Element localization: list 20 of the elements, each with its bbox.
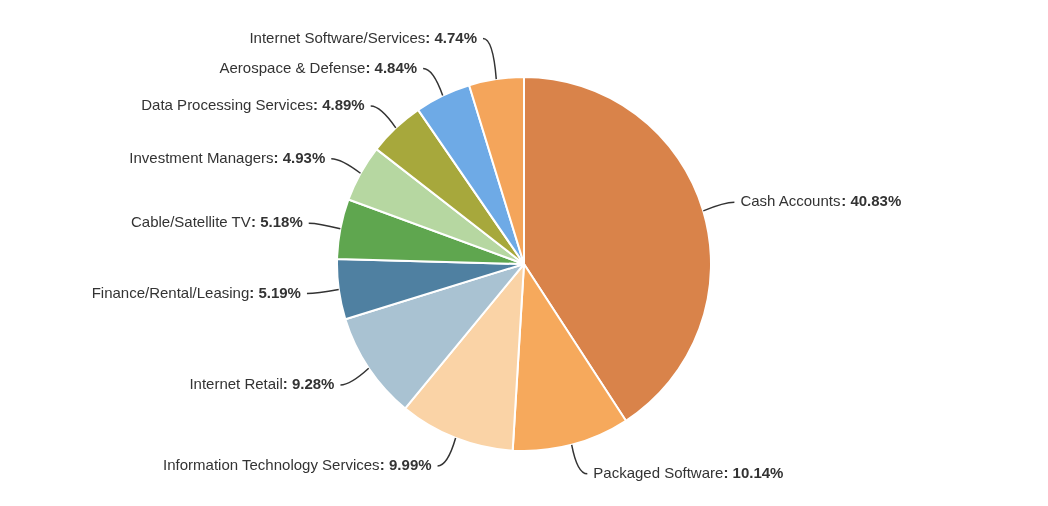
data-label: : 5.18% bbox=[251, 213, 303, 231]
slice-label: Internet Retail bbox=[189, 375, 283, 393]
slice-label: Cash Accounts bbox=[740, 192, 841, 210]
data-label: : 4.84% bbox=[365, 58, 418, 76]
data-label: : 10.14% bbox=[723, 463, 784, 481]
slice-label: Investment Managers bbox=[129, 148, 274, 166]
slice-label: Aerospace & Defense bbox=[219, 58, 366, 76]
slice-label: Data Processing Services bbox=[141, 96, 314, 114]
slice-label: Packaged Software bbox=[593, 463, 724, 481]
slice-label: Finance/Rental/Leasing bbox=[91, 283, 250, 301]
data-label: : 4.93% bbox=[273, 148, 326, 166]
data-label: : 9.28% bbox=[282, 375, 335, 393]
slice-label: Information Technology Services bbox=[163, 456, 380, 474]
data-label: : 4.89% bbox=[313, 96, 365, 114]
data-label: : 9.99% bbox=[379, 456, 432, 474]
slice-label: Cable/Satellite TV bbox=[130, 213, 251, 231]
data-label: : 4.74% bbox=[425, 28, 477, 46]
data-label: : 40.83% bbox=[841, 192, 902, 210]
data-label: : 5.19% bbox=[249, 283, 301, 301]
slice-label: Internet Software/Services bbox=[249, 28, 426, 46]
